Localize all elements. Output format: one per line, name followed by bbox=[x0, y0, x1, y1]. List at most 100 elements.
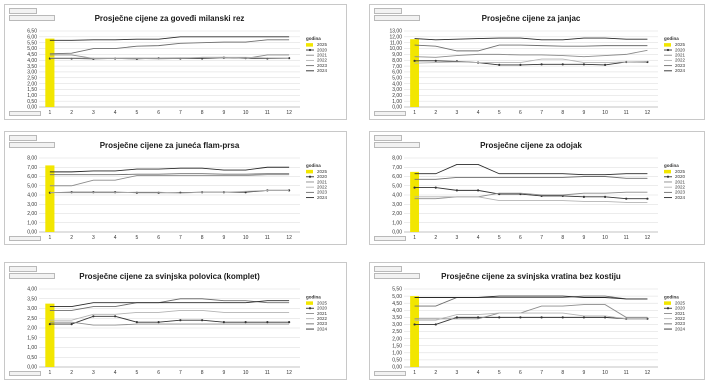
y-tick-label: 6,00 bbox=[27, 35, 37, 41]
legend-label-2022: 2022 bbox=[675, 316, 686, 321]
series-line-2024 bbox=[49, 36, 290, 41]
x-tick-label: 3 bbox=[92, 370, 95, 376]
x-tick-label: 9 bbox=[222, 235, 225, 241]
y-tick-label: 2,00 bbox=[392, 93, 402, 99]
legend-label-2024: 2024 bbox=[675, 68, 686, 73]
legend-label-2021: 2021 bbox=[317, 179, 328, 184]
pivot-field-button[interactable] bbox=[374, 135, 402, 141]
point-2020-10 bbox=[603, 195, 607, 198]
pivot-filter-button[interactable] bbox=[9, 273, 55, 279]
pivot-axis-button[interactable] bbox=[9, 371, 41, 376]
series-line-2024 bbox=[49, 166, 290, 173]
point-2020-1 bbox=[413, 59, 416, 62]
pivot-field-button[interactable] bbox=[374, 8, 402, 14]
x-tick-label: 2 bbox=[434, 370, 437, 376]
y-tick-label: 3,50 bbox=[27, 64, 37, 70]
point-2020-7 bbox=[540, 63, 543, 66]
pivot-filter-button[interactable] bbox=[374, 273, 420, 279]
y-tick-label: 4,00 bbox=[27, 193, 37, 199]
y-tick-label: 2,50 bbox=[27, 75, 37, 81]
point-2020-4 bbox=[114, 315, 117, 318]
y-tick-label: 2,00 bbox=[27, 81, 37, 87]
legend-label-2022: 2022 bbox=[317, 316, 328, 321]
legend-swatch-2025 bbox=[306, 169, 313, 174]
x-tick-label: 9 bbox=[222, 370, 225, 376]
chart-title: Prosječne cijene za goveđi milanski rez bbox=[95, 14, 245, 23]
line-chart: Prosječne cijene za odojak 0,00 1,00 2,00 3,… bbox=[392, 141, 686, 241]
pivot-axis-button[interactable] bbox=[374, 371, 406, 376]
pivot-filter-button[interactable] bbox=[374, 15, 420, 21]
y-tick-label: 6,00 bbox=[27, 174, 37, 180]
pivot-axis-button[interactable] bbox=[374, 111, 406, 116]
x-tick-label: 6 bbox=[157, 235, 160, 241]
pivot-axis-button[interactable] bbox=[9, 111, 41, 116]
series-line-2023 bbox=[414, 176, 648, 180]
y-tick-label: 6,00 bbox=[392, 70, 402, 76]
x-tick-label: 12 bbox=[645, 110, 651, 116]
pivot-field-button[interactable] bbox=[9, 135, 37, 141]
series-line-2023 bbox=[49, 173, 290, 176]
x-tick-label: 5 bbox=[135, 235, 138, 241]
y-tick-label: 0,00 bbox=[27, 365, 37, 371]
pivot-field-button[interactable] bbox=[9, 8, 37, 14]
legend-label-2025: 2025 bbox=[675, 169, 686, 174]
point-2020-3 bbox=[455, 316, 459, 319]
y-tick-label: 8,00 bbox=[392, 58, 402, 64]
series-line-2024 bbox=[414, 164, 648, 176]
x-tick-label: 3 bbox=[92, 110, 95, 116]
x-tick-label: 3 bbox=[456, 235, 459, 241]
series-line-2024 bbox=[414, 295, 648, 300]
pivot-field-button[interactable] bbox=[374, 266, 402, 272]
x-tick-label: 8 bbox=[561, 235, 564, 241]
y-tick-label: 7,00 bbox=[27, 165, 37, 171]
chart-title: Prosječne cijene za svinjska vratina bez… bbox=[441, 272, 621, 281]
bar-2025-1 bbox=[410, 171, 420, 232]
y-tick-label: 10,00 bbox=[389, 46, 402, 52]
x-tick-label: 10 bbox=[243, 370, 249, 376]
y-tick-label: 3,00 bbox=[27, 70, 37, 76]
y-tick-label: 0,00 bbox=[27, 230, 37, 236]
legend-label-2022: 2022 bbox=[317, 58, 328, 63]
line-chart: Prosječne cijene za goveđi milanski rez 0… bbox=[27, 14, 328, 116]
series-line-2022 bbox=[49, 56, 290, 59]
x-tick-label: 12 bbox=[286, 235, 292, 241]
legend-label-2020: 2020 bbox=[317, 306, 328, 311]
y-tick-label: 0,00 bbox=[27, 105, 37, 111]
y-tick-label: 6,50 bbox=[27, 29, 37, 35]
pivot-field-button[interactable] bbox=[9, 266, 37, 272]
x-tick-label: 7 bbox=[540, 235, 543, 241]
series-line-2023 bbox=[414, 44, 648, 52]
x-tick-label: 11 bbox=[624, 235, 629, 241]
pivot-axis-button[interactable] bbox=[374, 236, 406, 241]
series-line-2021 bbox=[414, 49, 648, 58]
pivot-axis-button[interactable] bbox=[9, 236, 41, 241]
y-tick-label: 5,00 bbox=[392, 183, 402, 189]
x-tick-label: 2 bbox=[70, 110, 73, 116]
series-line-2023 bbox=[414, 295, 648, 307]
legend-label-2023: 2023 bbox=[675, 190, 686, 195]
legend-title: godina bbox=[664, 36, 679, 41]
series-line-2021 bbox=[49, 174, 290, 187]
x-tick-label: 4 bbox=[477, 235, 480, 241]
x-tick-label: 7 bbox=[179, 370, 182, 376]
legend-title: godina bbox=[306, 36, 321, 41]
legend-label-2020: 2020 bbox=[675, 306, 686, 311]
pivot-filter-button[interactable] bbox=[374, 142, 420, 148]
y-tick-label: 13,00 bbox=[389, 29, 402, 35]
point-2020-4 bbox=[476, 189, 480, 192]
x-tick-label: 5 bbox=[498, 370, 501, 376]
y-tick-label: 11,00 bbox=[390, 40, 402, 46]
x-tick-label: 8 bbox=[201, 370, 204, 376]
chart-title: Prosječne cijene za janjac bbox=[482, 14, 581, 23]
legend-marker-2020 bbox=[308, 48, 312, 52]
pivot-filter-button[interactable] bbox=[9, 142, 55, 148]
x-tick-label: 8 bbox=[561, 370, 564, 376]
x-tick-label: 7 bbox=[540, 370, 543, 376]
point-2020-1 bbox=[413, 186, 416, 189]
point-2020-1 bbox=[413, 323, 416, 326]
point-2020-11 bbox=[266, 321, 269, 324]
point-2020-3 bbox=[92, 315, 95, 318]
pivot-filter-button[interactable] bbox=[9, 15, 55, 21]
y-tick-label: 0,50 bbox=[392, 358, 402, 364]
y-tick-label: 4,50 bbox=[392, 301, 402, 307]
